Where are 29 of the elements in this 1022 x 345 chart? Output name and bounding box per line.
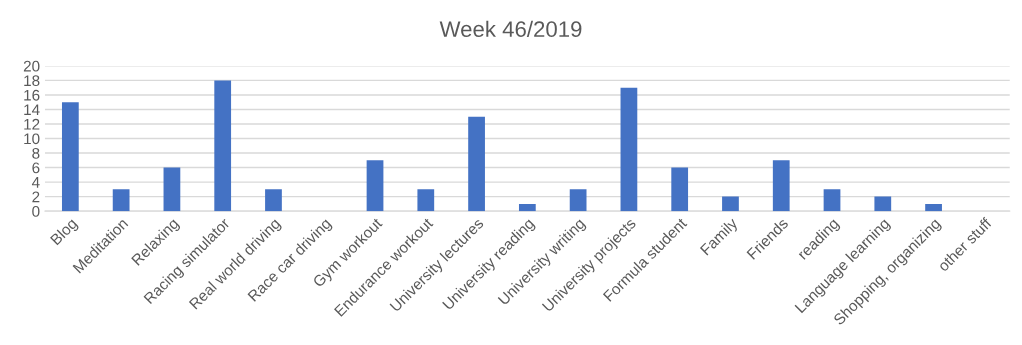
y-tick-label: 10 <box>24 133 40 145</box>
y-tick-label: 8 <box>32 147 40 159</box>
y-tick-label: 2 <box>32 191 40 203</box>
y-tick-label: 18 <box>24 75 40 87</box>
bar <box>722 196 739 212</box>
chart-title: Week 46/2019 <box>439 20 582 38</box>
bar <box>823 189 841 212</box>
bar <box>366 160 384 212</box>
bar <box>518 203 536 212</box>
bar <box>772 160 790 212</box>
y-tick-label: 20 <box>23 60 40 72</box>
y-tick-label: 16 <box>24 89 40 101</box>
bar <box>569 189 587 212</box>
bar <box>61 102 79 212</box>
bar <box>265 189 282 212</box>
bar <box>214 80 232 212</box>
y-tick-label: 0 <box>32 206 40 217</box>
y-tick-label: 6 <box>32 162 40 174</box>
y-tick-label: 12 <box>24 118 40 130</box>
bar <box>874 196 892 212</box>
y-tick-label: 4 <box>31 177 40 188</box>
bar <box>417 189 435 212</box>
bar <box>468 116 485 212</box>
bar <box>163 167 181 212</box>
bar <box>671 167 689 212</box>
bar <box>620 87 638 212</box>
bar <box>925 203 942 212</box>
bar <box>112 189 130 212</box>
y-tick-label: 14 <box>24 104 40 115</box>
